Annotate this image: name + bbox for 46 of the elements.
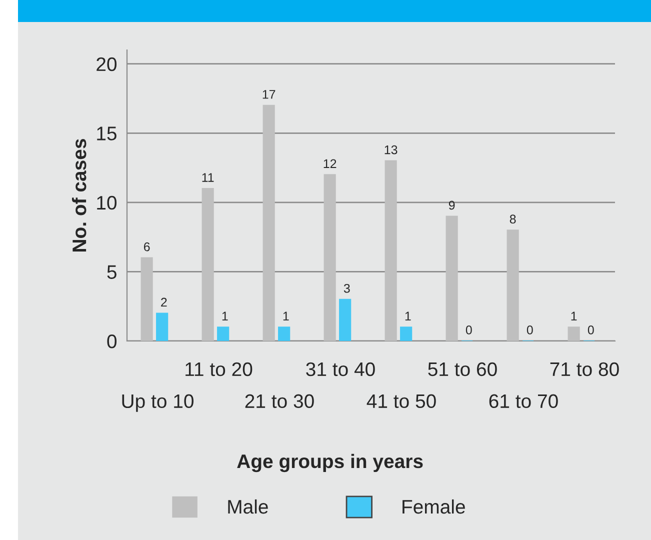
data-label: 1 bbox=[283, 312, 289, 320]
bar bbox=[384, 160, 397, 341]
data-label: 1 bbox=[571, 312, 577, 320]
data-label: 17 bbox=[262, 90, 276, 99]
x-tick-label: 41 to 50 bbox=[366, 394, 436, 408]
x-tick-label: 71 to 80 bbox=[550, 362, 619, 376]
x-tick-label: 11 to 20 bbox=[186, 362, 252, 376]
y-tick-label: 5 bbox=[107, 265, 116, 279]
x-tick-label: 61 to 70 bbox=[489, 394, 558, 408]
bar bbox=[568, 326, 580, 341]
data-label: 13 bbox=[384, 145, 398, 154]
data-label: 8 bbox=[510, 214, 516, 224]
bar bbox=[202, 188, 214, 341]
y-tick-label: 15 bbox=[97, 126, 116, 140]
data-label: 6 bbox=[144, 242, 150, 252]
bar bbox=[278, 326, 290, 341]
data-label: 11 bbox=[202, 173, 214, 182]
bar bbox=[262, 104, 275, 341]
bar bbox=[324, 174, 336, 341]
x-tick-label: 31 to 40 bbox=[306, 362, 375, 376]
y-tick-label: 20 bbox=[96, 57, 117, 72]
data-label: 0 bbox=[526, 326, 533, 334]
data-label: 1 bbox=[405, 312, 411, 320]
data-label: 1 bbox=[222, 312, 228, 320]
data-label: 2 bbox=[161, 298, 167, 307]
x-tick-label: 21 to 30 bbox=[245, 394, 314, 408]
x-tick-label: Up to 10 bbox=[122, 394, 194, 412]
data-label: 12 bbox=[324, 159, 336, 168]
y-axis-title: No. of cases bbox=[72, 139, 86, 252]
bar bbox=[140, 257, 153, 341]
y-tick-label: 0 bbox=[107, 334, 117, 348]
data-label: 3 bbox=[344, 284, 350, 293]
data-label: 0 bbox=[588, 326, 594, 334]
bar bbox=[339, 298, 352, 341]
x-tick-label: 51 to 60 bbox=[428, 362, 497, 376]
bar bbox=[446, 216, 458, 341]
legend-label: Male bbox=[228, 499, 268, 514]
bar bbox=[217, 326, 230, 341]
bar bbox=[400, 326, 412, 341]
bar bbox=[156, 312, 168, 341]
data-label: 9 bbox=[448, 200, 455, 210]
legend-label: Female bbox=[402, 499, 465, 514]
data-label: 0 bbox=[466, 326, 472, 334]
x-axis-title: Age groups in years bbox=[237, 454, 423, 472]
bar bbox=[506, 230, 519, 341]
y-tick-label: 10 bbox=[97, 196, 117, 210]
